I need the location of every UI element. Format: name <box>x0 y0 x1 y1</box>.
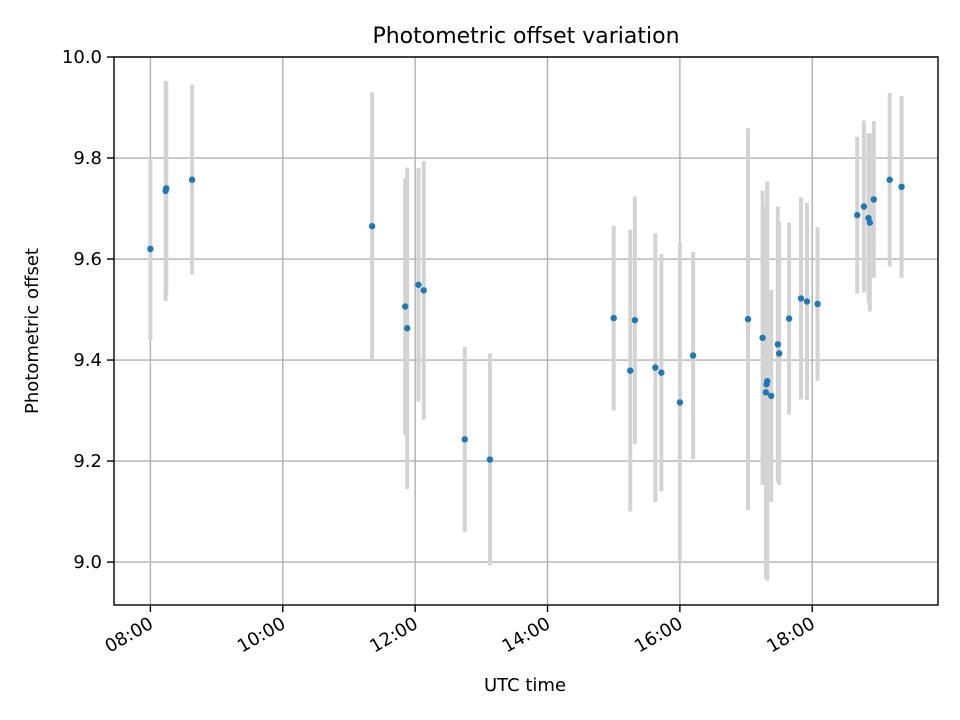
data-point <box>652 364 659 371</box>
y-tick-label: 9.4 <box>73 350 102 371</box>
y-tick-label: 9.2 <box>73 451 102 472</box>
data-point <box>610 314 617 322</box>
data-point <box>870 196 878 203</box>
data-point <box>797 295 805 302</box>
data-point <box>866 219 874 226</box>
data-point <box>415 281 422 288</box>
y-tick-label: 9.6 <box>73 249 102 270</box>
data-point <box>898 183 905 191</box>
point-layer <box>147 176 905 463</box>
data-point <box>368 222 376 230</box>
data-point <box>860 203 868 210</box>
plot-frame <box>113 56 939 606</box>
data-point <box>764 378 771 385</box>
y-axis-label: Photometric offset <box>22 248 43 414</box>
data-point <box>803 298 811 305</box>
data-point <box>886 176 893 183</box>
data-point <box>402 303 409 310</box>
y-tick-label: 10.0 <box>62 47 102 68</box>
data-point <box>163 185 170 192</box>
y-tick-label: 9.8 <box>73 148 102 169</box>
data-point <box>768 392 775 400</box>
data-point <box>689 352 697 359</box>
data-point <box>759 334 766 342</box>
data-point <box>774 341 782 348</box>
data-point <box>631 316 639 324</box>
x-axis-label: UTC time <box>484 675 566 696</box>
data-point <box>854 211 861 219</box>
data-point <box>461 436 468 443</box>
data-point <box>676 399 684 406</box>
data-point <box>658 369 665 376</box>
data-point <box>403 325 411 332</box>
data-point <box>762 389 770 396</box>
data-point <box>420 287 427 294</box>
data-point <box>814 300 821 308</box>
data-point <box>627 367 634 374</box>
data-point <box>775 350 783 357</box>
data-point <box>188 176 196 183</box>
data-point <box>486 456 494 463</box>
chart-title: Photometric offset variation <box>372 24 679 49</box>
data-point <box>785 315 793 322</box>
y-tick-label: 9.0 <box>73 552 102 573</box>
data-point <box>744 315 752 323</box>
data-point <box>147 245 154 253</box>
